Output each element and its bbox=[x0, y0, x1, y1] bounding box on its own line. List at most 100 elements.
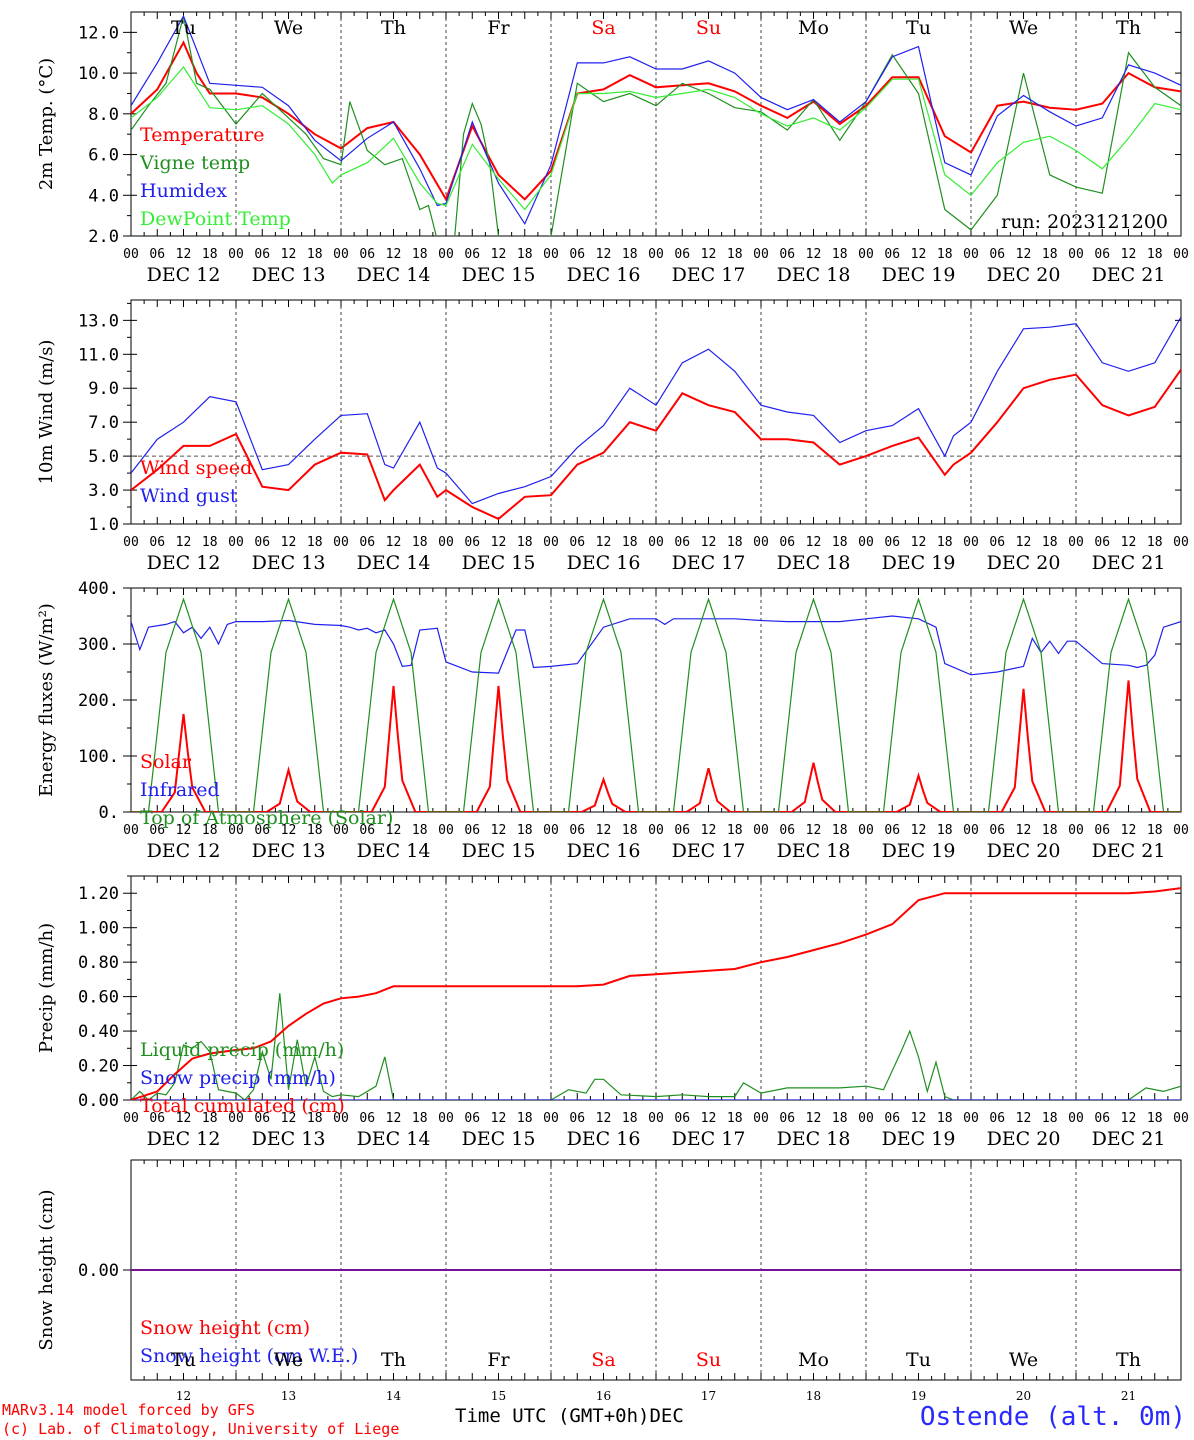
y-tick-label: 7.0 bbox=[88, 413, 119, 433]
hour-tick-label: 12 bbox=[596, 535, 612, 550]
y-tick-label: 100. bbox=[78, 747, 119, 767]
hour-tick-label: 00 bbox=[648, 823, 664, 838]
hour-tick-label: 06 bbox=[464, 247, 480, 262]
hour-tick-label: 00 bbox=[438, 1111, 454, 1126]
weekday-label: Su bbox=[696, 1349, 721, 1371]
hour-tick-label: 12 bbox=[386, 247, 402, 262]
hour-tick-label: 18 bbox=[202, 1111, 218, 1126]
hour-tick-label: 12 bbox=[176, 1111, 192, 1126]
date-label: DEC 15 bbox=[462, 840, 536, 862]
hour-tick-label: 06 bbox=[464, 823, 480, 838]
hour-tick-label: 12 bbox=[1121, 247, 1137, 262]
date-label: DEC 13 bbox=[252, 264, 326, 286]
hour-tick-label: 12 bbox=[386, 535, 402, 550]
hour-tick-label: 00 bbox=[438, 535, 454, 550]
date-label: DEC 20 bbox=[987, 264, 1061, 286]
hour-tick-label: 00 bbox=[1173, 247, 1189, 262]
date-label: DEC 16 bbox=[567, 1128, 641, 1150]
hour-tick-label: 18 bbox=[727, 535, 743, 550]
hour-tick-label: 12 bbox=[281, 823, 297, 838]
hour-tick-label: 00 bbox=[963, 535, 979, 550]
hour-tick-label: 18 bbox=[937, 823, 953, 838]
hour-tick-label: 18 bbox=[832, 823, 848, 838]
y-tick-label: 0.00 bbox=[78, 1261, 119, 1281]
hour-tick-label: 12 bbox=[806, 1111, 822, 1126]
y-tick-label: 4.0 bbox=[88, 186, 119, 206]
hour-tick-label: 12 bbox=[1016, 247, 1032, 262]
y-tick-label: 9.0 bbox=[88, 379, 119, 399]
series-line-total-cumulated-cm- bbox=[131, 887, 1181, 1100]
date-label: DEC 16 bbox=[567, 840, 641, 862]
hour-tick-label: 12 bbox=[281, 247, 297, 262]
y-tick-label: 11.0 bbox=[78, 345, 119, 365]
series-line-dewpoint-temp bbox=[131, 65, 1181, 211]
y-tick-label: 5.0 bbox=[88, 447, 119, 467]
date-label: DEC 19 bbox=[882, 1128, 956, 1150]
hour-tick-label: 18 bbox=[517, 1111, 533, 1126]
y-tick-label: 12.0 bbox=[78, 23, 119, 43]
x-axis-month: DEC bbox=[649, 1405, 684, 1427]
hour-tick-label: 18 bbox=[1147, 535, 1163, 550]
x-axis-label: Time UTC (GMT+0h) bbox=[455, 1405, 650, 1427]
hour-tick-label: 00 bbox=[1068, 1111, 1084, 1126]
hour-tick-label: 12 bbox=[806, 535, 822, 550]
legend-entry: Solar bbox=[140, 751, 192, 773]
legend-entry: Humidex bbox=[140, 180, 227, 202]
series-line-top-of-atmosphere-solar- bbox=[131, 597, 1181, 812]
y-tick-label: 1.0 bbox=[88, 515, 119, 535]
hour-tick-label: 18 bbox=[727, 1111, 743, 1126]
run-label: run: 2023121200 bbox=[1001, 211, 1168, 233]
legend-entry: Infrared bbox=[140, 779, 220, 801]
hour-tick-label: 18 bbox=[622, 535, 638, 550]
y-tick-label: 8.0 bbox=[88, 105, 119, 125]
hour-tick-label: 00 bbox=[123, 823, 139, 838]
legend-entry: Vigne temp bbox=[139, 152, 250, 174]
hour-tick-label: 18 bbox=[622, 247, 638, 262]
hour-tick-label: 00 bbox=[753, 247, 769, 262]
hour-tick-label: 00 bbox=[963, 823, 979, 838]
hour-tick-label: 12 bbox=[176, 535, 192, 550]
hour-tick-label: 18 bbox=[412, 823, 428, 838]
hour-tick-label: 00 bbox=[858, 535, 874, 550]
chart-panel-2: 1.0 3.0 5.0 7.0 9.0 11.0 13.0 10m Wind (m/s) Win… bbox=[36, 299, 1189, 574]
hour-tick-label: 12 bbox=[911, 247, 927, 262]
date-label: DEC 12 bbox=[147, 264, 221, 286]
series-group bbox=[131, 316, 1181, 521]
hour-tick-label: 18 bbox=[307, 823, 323, 838]
hour-tick-label: 06 bbox=[254, 823, 270, 838]
y-tick-label: 0.60 bbox=[78, 988, 119, 1008]
weekday-label: Th bbox=[1116, 1349, 1141, 1371]
hour-tick-label: 12 bbox=[491, 823, 507, 838]
hour-tick-label: 06 bbox=[1094, 247, 1110, 262]
weekday-label: We bbox=[1009, 1349, 1038, 1371]
series-line-wind-gust bbox=[131, 316, 1181, 505]
hour-tick-label: 12 bbox=[701, 535, 717, 550]
hour-tick-label: 18 bbox=[1042, 1111, 1058, 1126]
hour-tick-label: 06 bbox=[359, 1111, 375, 1126]
weekday-label: Th bbox=[1116, 17, 1141, 39]
hour-tick-label: 00 bbox=[753, 823, 769, 838]
hour-tick-label: 06 bbox=[149, 247, 165, 262]
hour-tick-label: 18 bbox=[937, 535, 953, 550]
hour-tick-label: 06 bbox=[989, 823, 1005, 838]
weekday-label: Fr bbox=[487, 17, 510, 39]
day-number-label: 18 bbox=[806, 1389, 821, 1403]
hour-tick-label: 12 bbox=[911, 1111, 927, 1126]
hour-tick-label: 00 bbox=[858, 1111, 874, 1126]
hour-tick-label: 12 bbox=[1121, 535, 1137, 550]
day-number-label: 21 bbox=[1121, 1389, 1136, 1403]
hour-tick-label: 12 bbox=[386, 1111, 402, 1126]
hour-tick-label: 18 bbox=[412, 535, 428, 550]
series-group bbox=[131, 887, 1181, 1100]
hour-tick-label: 12 bbox=[281, 1111, 297, 1126]
date-label: DEC 20 bbox=[987, 840, 1061, 862]
date-label: DEC 18 bbox=[777, 552, 851, 574]
date-label: DEC 18 bbox=[777, 1128, 851, 1150]
date-label: DEC 19 bbox=[882, 264, 956, 286]
hour-tick-label: 00 bbox=[963, 1111, 979, 1126]
date-label: DEC 18 bbox=[777, 264, 851, 286]
hour-tick-label: 06 bbox=[359, 535, 375, 550]
y-axis-title: Snow height (cm) bbox=[36, 1189, 57, 1350]
y-tick-label: 200. bbox=[78, 691, 119, 711]
hour-tick-label: 06 bbox=[674, 1111, 690, 1126]
